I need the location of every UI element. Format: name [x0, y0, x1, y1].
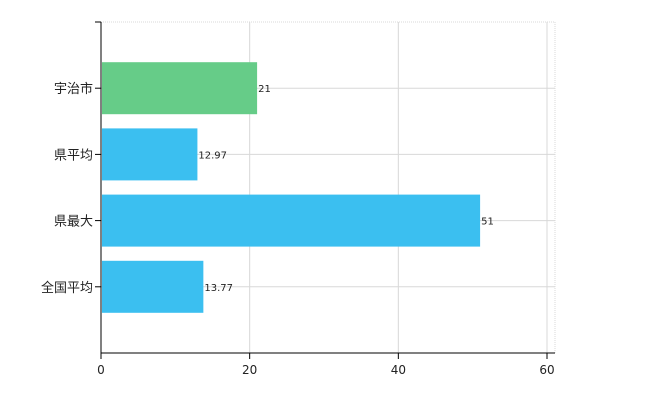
bar [102, 194, 481, 247]
category-label: 宇治市 [54, 81, 93, 97]
bars-group [102, 62, 481, 313]
x-tick-label: 20 [242, 363, 257, 377]
bar [102, 128, 198, 181]
bar [102, 260, 204, 313]
category-label: 県最大 [54, 215, 93, 230]
data-label: 13.77 [204, 283, 233, 294]
x-tick-label: 40 [391, 363, 406, 377]
axes [95, 21, 555, 359]
data-label: 51 [481, 217, 494, 228]
data-label: 12.97 [198, 150, 227, 161]
data-label: 21 [258, 84, 271, 95]
category-label: 全国平均 [41, 280, 93, 296]
x-tick-label: 0 [97, 363, 105, 377]
category-label: 県平均 [54, 148, 93, 163]
x-tick-label: 60 [539, 363, 554, 377]
bar [102, 62, 258, 115]
